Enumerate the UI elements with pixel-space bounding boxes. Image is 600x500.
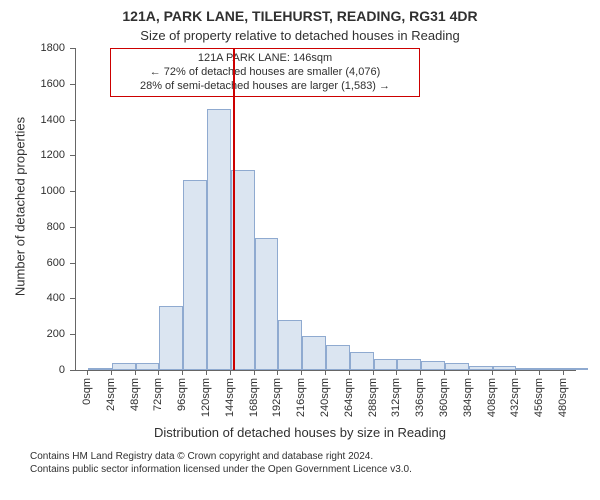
histogram-bar	[493, 366, 517, 370]
y-tick-label: 0	[0, 364, 65, 376]
x-tick-mark	[325, 370, 326, 375]
histogram-bar	[374, 359, 398, 370]
y-tick-label: 1600	[0, 78, 65, 90]
histogram-bar	[136, 363, 160, 370]
x-tick-label: 240sqm	[319, 378, 331, 417]
histogram-bar	[302, 336, 326, 370]
y-tick-label: 200	[0, 328, 65, 340]
histogram-bar	[350, 352, 374, 370]
x-axis-label: Distribution of detached houses by size …	[0, 425, 600, 440]
x-tick-mark	[87, 370, 88, 375]
x-tick-mark	[135, 370, 136, 375]
y-tick-label: 800	[0, 221, 65, 233]
y-tick-label: 1800	[0, 42, 65, 54]
histogram-bar	[445, 363, 469, 370]
histogram-bar	[207, 109, 231, 370]
x-tick-mark	[301, 370, 302, 375]
y-tick-mark	[70, 48, 75, 49]
x-tick-label: 216sqm	[295, 378, 307, 417]
x-tick-label: 288sqm	[367, 378, 379, 417]
y-tick-mark	[70, 191, 75, 192]
x-tick-mark	[206, 370, 207, 375]
x-tick-mark	[111, 370, 112, 375]
x-tick-mark	[277, 370, 278, 375]
x-tick-label: 360sqm	[438, 378, 450, 417]
y-tick-mark	[70, 227, 75, 228]
histogram-bar	[112, 363, 136, 370]
x-tick-label: 168sqm	[248, 378, 260, 417]
histogram-bar	[326, 345, 350, 370]
x-tick-mark	[492, 370, 493, 375]
y-tick-mark	[70, 334, 75, 335]
histogram-bar	[397, 359, 421, 370]
histogram-bar	[421, 361, 445, 370]
x-tick-mark	[349, 370, 350, 375]
x-tick-label: 72sqm	[152, 378, 164, 411]
x-tick-mark	[539, 370, 540, 375]
histogram-bar	[564, 368, 588, 370]
x-tick-label: 120sqm	[200, 378, 212, 417]
x-tick-mark	[396, 370, 397, 375]
plot-area	[75, 48, 576, 371]
x-tick-mark	[420, 370, 421, 375]
y-tick-mark	[70, 84, 75, 85]
histogram-bar	[516, 368, 540, 370]
x-tick-label: 48sqm	[129, 378, 141, 411]
y-tick-label: 600	[0, 257, 65, 269]
chart-container: 121A, PARK LANE, TILEHURST, READING, RG3…	[0, 0, 600, 500]
chart-subtitle: Size of property relative to detached ho…	[0, 28, 600, 43]
y-tick-mark	[70, 120, 75, 121]
x-tick-label: 384sqm	[462, 378, 474, 417]
x-tick-label: 480sqm	[557, 378, 569, 417]
histogram-bar	[278, 320, 302, 370]
x-tick-mark	[182, 370, 183, 375]
y-axis-label: Number of detached properties	[13, 107, 28, 307]
x-tick-label: 24sqm	[105, 378, 117, 411]
x-tick-label: 264sqm	[343, 378, 355, 417]
x-tick-mark	[444, 370, 445, 375]
attribution-line-1: Contains HM Land Registry data © Crown c…	[30, 450, 600, 463]
x-tick-label: 336sqm	[414, 378, 426, 417]
marker-line	[233, 48, 235, 370]
x-tick-label: 0sqm	[81, 378, 93, 405]
histogram-bar	[469, 366, 493, 370]
attribution-text: Contains HM Land Registry data © Crown c…	[0, 450, 600, 476]
y-tick-mark	[70, 370, 75, 371]
x-tick-mark	[158, 370, 159, 375]
x-tick-label: 456sqm	[533, 378, 545, 417]
x-tick-mark	[373, 370, 374, 375]
y-tick-label: 1400	[0, 114, 65, 126]
histogram-bar	[540, 368, 564, 370]
x-tick-mark	[254, 370, 255, 375]
x-tick-mark	[515, 370, 516, 375]
y-tick-label: 1200	[0, 149, 65, 161]
y-tick-mark	[70, 263, 75, 264]
y-tick-label: 1000	[0, 185, 65, 197]
chart-title: 121A, PARK LANE, TILEHURST, READING, RG3…	[0, 8, 600, 24]
y-tick-mark	[70, 155, 75, 156]
y-tick-mark	[70, 298, 75, 299]
x-tick-mark	[563, 370, 564, 375]
attribution-line-2: Contains public sector information licen…	[30, 463, 600, 476]
histogram-bar	[159, 306, 183, 370]
histogram-bar	[88, 368, 112, 370]
histogram-bar	[183, 180, 207, 370]
x-tick-label: 408sqm	[486, 378, 498, 417]
x-tick-mark	[230, 370, 231, 375]
x-tick-label: 432sqm	[509, 378, 521, 417]
y-tick-label: 400	[0, 292, 65, 304]
x-tick-label: 144sqm	[224, 378, 236, 417]
x-tick-label: 96sqm	[176, 378, 188, 411]
x-tick-mark	[468, 370, 469, 375]
x-tick-label: 192sqm	[271, 378, 283, 417]
histogram-bar	[255, 238, 279, 370]
x-tick-label: 312sqm	[390, 378, 402, 417]
